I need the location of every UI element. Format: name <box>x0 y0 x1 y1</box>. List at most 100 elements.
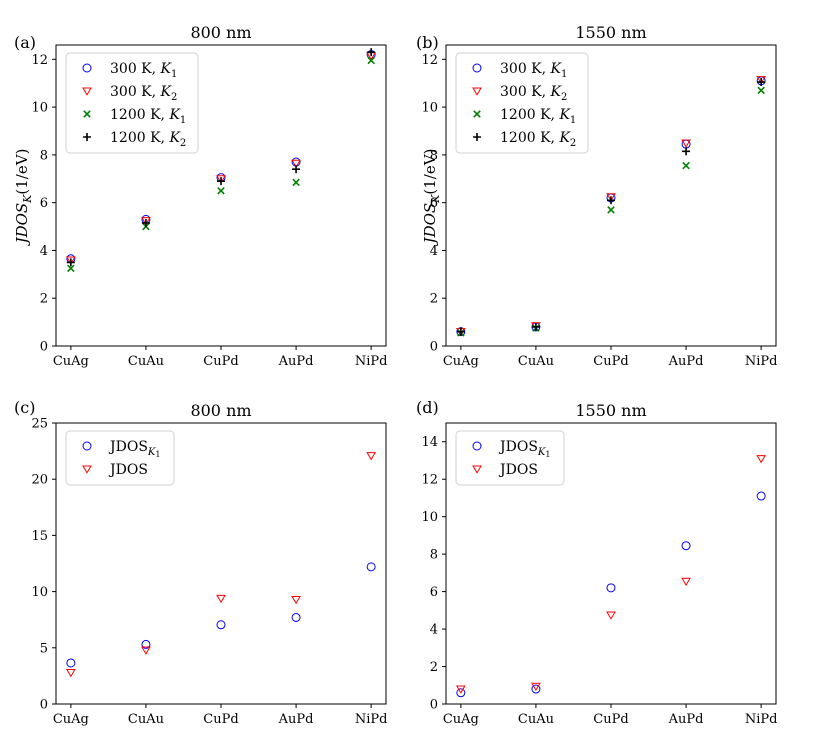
x-tick-label: NiPd <box>745 712 778 727</box>
data-point <box>606 611 616 620</box>
legend-marker <box>83 110 91 118</box>
y-tick-label: 10 <box>421 101 438 116</box>
data-point <box>682 147 691 156</box>
x-tick-label: CuAu <box>128 354 164 369</box>
x-tick-label: NiPd <box>355 712 388 727</box>
data-point <box>141 218 150 227</box>
legend-box <box>455 430 565 486</box>
legend-label: 300 K, K1 <box>110 61 177 80</box>
x-tick-label: CuAu <box>518 354 554 369</box>
series-2 <box>67 56 375 273</box>
data-point <box>66 658 76 668</box>
data-point <box>456 688 466 698</box>
x-tick-label: AuPd <box>668 712 704 727</box>
series-1 <box>455 455 767 694</box>
data-point <box>216 175 226 184</box>
y-tick-label: 15 <box>31 529 48 544</box>
legend-box <box>65 430 175 486</box>
panel-c: 800 nm (c) 0 5 10 15 20 25 CuAg CuAu CuPd AuPd NiPd J… <box>14 398 387 727</box>
series-0 <box>456 491 766 698</box>
chart-title: 1550 nm <box>575 401 646 420</box>
legend-label: 300 K, K1 <box>500 61 567 80</box>
y-tick-label: 2 <box>430 660 438 675</box>
legend-marker <box>82 63 92 73</box>
y-tick-label: 0 <box>40 340 48 355</box>
y-tick-label: 4 <box>430 623 438 638</box>
chart-title: 1550 nm <box>575 23 646 42</box>
data-point <box>216 620 226 630</box>
data-point <box>292 178 300 187</box>
legend: 300 K, K1 300 K, K2 1200 K, K1 1200 K, K2 <box>455 52 589 154</box>
x-tick-label: CuPd <box>593 712 628 727</box>
series-3 <box>66 48 376 267</box>
panel-label: (c) <box>14 398 35 417</box>
y-axis-label: JDOSK(1/eV) <box>421 149 442 247</box>
y-tick-label: 20 <box>31 473 48 488</box>
x-tick-label: NiPd <box>745 354 778 369</box>
data-point <box>65 256 76 265</box>
data-point <box>757 78 766 87</box>
x-tick-label: CuPd <box>203 354 238 369</box>
data-point <box>757 86 765 95</box>
y-tick-label: 12 <box>421 473 438 488</box>
legend-label: JDOSK1 <box>498 439 550 459</box>
y-tick-label: 8 <box>430 548 438 563</box>
legend-marker <box>82 441 92 451</box>
y-axis-label: JDOSK(1/eV) <box>13 149 34 247</box>
y-tick-label: 4 <box>40 244 48 259</box>
data-point <box>681 139 691 148</box>
x-tick-label: AuPd <box>278 712 314 727</box>
data-point <box>217 186 225 195</box>
x-tick-label: CuAg <box>443 712 479 727</box>
y-tick-label: 6 <box>40 196 48 211</box>
y-tick-label: 5 <box>40 641 48 656</box>
legend-marker <box>473 133 481 141</box>
x-tick-label: CuAg <box>443 354 479 369</box>
data-point <box>607 196 615 205</box>
y-tick-label: 12 <box>31 53 48 68</box>
legend-marker <box>473 110 481 118</box>
legend-label: 1200 K, K1 <box>500 107 576 126</box>
data-point <box>217 177 225 186</box>
data-point <box>216 594 226 604</box>
series-0 <box>66 50 376 264</box>
x-tick-label: CuPd <box>593 354 628 369</box>
data-point <box>531 684 541 694</box>
x-tick-label: CuAu <box>128 712 164 727</box>
data-point <box>65 669 76 678</box>
y-tick-label: 0 <box>40 698 48 713</box>
data-point <box>456 327 465 336</box>
y-tick-label: 0 <box>430 340 438 355</box>
data-point <box>606 193 616 202</box>
chart-title: 800 nm <box>190 23 251 42</box>
data-point <box>141 646 151 655</box>
y-tick-label: 0 <box>430 698 438 713</box>
data-point <box>681 577 691 587</box>
x-tick-label: CuAg <box>53 712 89 727</box>
legend-marker <box>472 87 482 96</box>
x-tick-label: CuAg <box>53 354 89 369</box>
data-point <box>291 595 301 605</box>
y-tick-label: 4 <box>430 244 438 259</box>
x-tick-label: CuAu <box>518 712 554 727</box>
legend-marker <box>472 63 482 73</box>
legend-label: JDOSK1 <box>108 439 160 459</box>
data-point <box>682 161 690 170</box>
data-point <box>66 258 75 267</box>
y-tick-label: 25 <box>31 417 48 432</box>
legend-label: 1200 K, K2 <box>500 130 576 149</box>
y-tick-label: 12 <box>421 53 438 68</box>
panel-label: (a) <box>14 33 36 52</box>
legend: 300 K, K1 300 K, K2 1200 K, K1 1200 K, K2 <box>65 52 199 154</box>
series-0 <box>66 562 376 668</box>
data-point <box>607 206 615 214</box>
legend-marker <box>82 87 92 96</box>
data-point <box>531 682 541 691</box>
chart-title: 800 nm <box>190 401 251 420</box>
data-point <box>606 583 616 593</box>
legend-label: 300 K, K2 <box>500 84 567 103</box>
legend: JDOSK1 JDOS <box>455 430 565 486</box>
x-tick-label: AuPd <box>278 354 314 369</box>
y-tick-label: 14 <box>421 435 438 450</box>
